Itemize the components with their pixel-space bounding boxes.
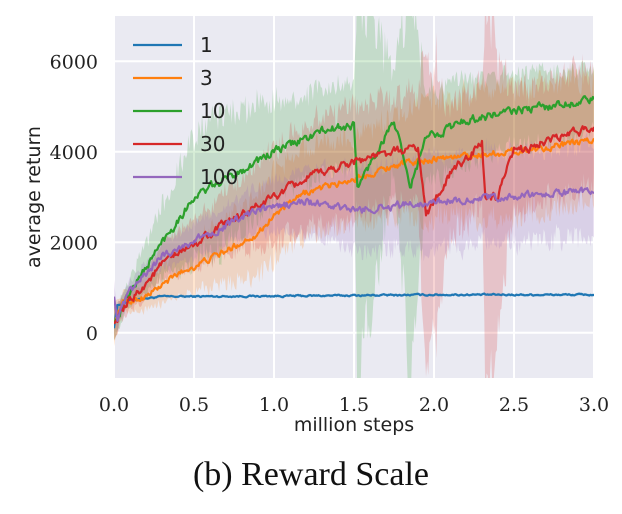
x-tick-labels: 0.0 0.5 1.0 1.5 2.0 2.5 3.0 <box>99 394 609 416</box>
x-tick-label: 1.0 <box>259 394 289 416</box>
x-axis-label: million steps <box>294 414 414 436</box>
band-30 <box>114 16 594 378</box>
y-tick-label: 0 <box>86 323 98 345</box>
series-line-100 <box>114 186 594 322</box>
legend-label-1: 1 <box>200 33 213 57</box>
legend-label-30: 30 <box>200 132 225 156</box>
series-line-1 <box>114 292 594 329</box>
y-tick-label: 4000 <box>50 142 98 164</box>
band-10 <box>114 16 594 378</box>
band-3 <box>114 66 594 347</box>
y-tick-labels: 0 2000 4000 6000 <box>50 51 98 345</box>
y-tick-label: 2000 <box>50 232 98 254</box>
reward-scale-chart: 0 2000 4000 6000 0.0 0.5 1.0 1.5 2.0 2.5 3.0 aver… <box>23 16 609 436</box>
x-tick-label: 1.5 <box>339 394 369 416</box>
x-tick-label: 3.0 <box>579 394 609 416</box>
legend-label-3: 3 <box>200 66 213 90</box>
legend: 1 3 10 30 100 <box>133 33 238 189</box>
y-tick-label: 6000 <box>50 51 98 73</box>
x-tick-label: 0.5 <box>179 394 209 416</box>
x-tick-label: 2.0 <box>419 394 449 416</box>
x-tick-label: 0.0 <box>99 394 129 416</box>
legend-label-100: 100 <box>200 165 238 189</box>
series-lines <box>114 95 594 329</box>
band-100 <box>114 131 594 332</box>
figure-caption: (b) Reward Scale <box>192 456 429 493</box>
x-tick-label: 2.5 <box>499 394 529 416</box>
legend-label-10: 10 <box>200 99 225 123</box>
series-line-10 <box>114 95 594 325</box>
series-line-30 <box>114 125 594 325</box>
y-axis-label: average return <box>23 126 45 268</box>
